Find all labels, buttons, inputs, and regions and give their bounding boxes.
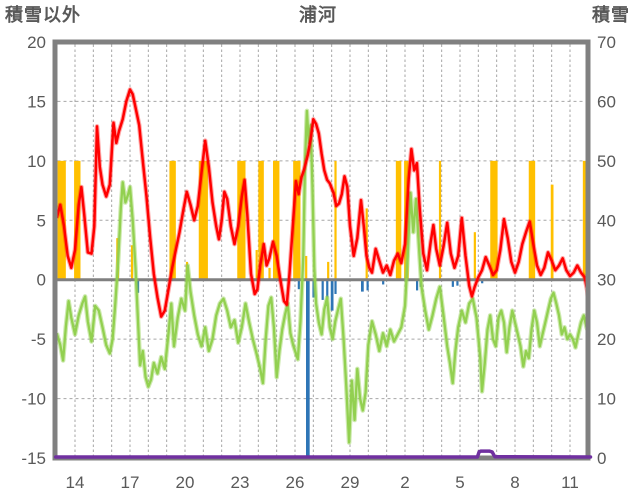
blue-bar [136, 279, 140, 293]
x-axis-tick-label: 2 [400, 473, 409, 492]
orange-bar [57, 160, 66, 280]
orange-bar [268, 267, 271, 280]
blue-bar-series [136, 279, 484, 458]
blue-bar [334, 279, 337, 294]
right-axis-tick-label: 20 [597, 330, 616, 349]
x-axis-tick-label: 8 [510, 473, 519, 492]
right-axis-tick-label: 10 [597, 390, 616, 409]
x-axis-tick-label: 29 [341, 473, 360, 492]
blue-bar [321, 279, 324, 300]
orange-bar [258, 160, 264, 280]
right-axis-title: 積雪 [592, 5, 630, 25]
x-axis-tick-label: 14 [66, 473, 85, 492]
right-axis-tick-label: 30 [597, 271, 616, 290]
red-line-series [57, 88, 586, 318]
x-axis-tick-label: 20 [176, 473, 195, 492]
blue-bar [366, 279, 369, 291]
orange-bar [365, 208, 368, 280]
orange-bar [237, 160, 246, 280]
x-axis-ticks: 14 17 20 23 26 29 2 5 8 11 [66, 473, 579, 492]
left-axis-title: 積雪以外 [5, 5, 81, 25]
blue-bar [297, 279, 300, 290]
blue-bar [312, 279, 315, 298]
left-axis-tick-label: 5 [37, 211, 46, 230]
orange-bar [130, 245, 134, 280]
blue-bar [416, 279, 419, 291]
left-axis-ticks: 20 15 10 5 0 -5 -10 -15 [21, 33, 46, 468]
orange-bar [293, 160, 301, 280]
orange-bar [327, 261, 330, 280]
orange-bar [438, 160, 442, 280]
x-axis-tick-label: 5 [455, 473, 464, 492]
orange-bar [582, 160, 586, 280]
left-axis-tick-label: 0 [37, 271, 46, 290]
orange-bar [169, 160, 176, 280]
right-axis-tick-label: 0 [597, 449, 606, 468]
blue-bar [326, 279, 329, 306]
orange-bar [273, 160, 280, 280]
blue-bar [456, 279, 459, 286]
orange-bar [473, 232, 476, 280]
orange-bar [550, 184, 554, 280]
orange-bar [334, 160, 337, 280]
x-axis-tick-label: 23 [231, 473, 250, 492]
orange-bar [255, 250, 258, 280]
orange-bar [395, 160, 402, 280]
right-axis-ticks: 70 60 50 40 30 20 10 0 [597, 33, 616, 468]
chart-title: 浦河 [299, 5, 337, 25]
left-axis-tick-label: -10 [21, 390, 46, 409]
right-axis-tick-label: 40 [597, 211, 616, 230]
right-axis-tick-label: 60 [597, 92, 616, 111]
blue-bar [361, 279, 364, 292]
green-line-series [57, 109, 586, 444]
x-axis-tick-label: 26 [286, 473, 305, 492]
left-axis-tick-label: 20 [27, 33, 46, 52]
orange-bar [490, 160, 498, 280]
blue-bar [481, 279, 484, 284]
blue-bar [382, 279, 385, 285]
left-axis-tick-label: -15 [21, 449, 46, 468]
orange-bar [305, 255, 308, 280]
blue-bar [451, 279, 454, 287]
purple-line-series [53, 449, 593, 459]
left-axis-tick-label: -5 [31, 330, 46, 349]
right-axis-tick-label: 50 [597, 152, 616, 171]
left-axis-tick-label: 10 [27, 152, 46, 171]
blue-bar [306, 279, 310, 458]
x-axis-tick-label: 17 [121, 473, 140, 492]
right-axis-tick-label: 70 [597, 33, 616, 52]
x-axis-tick-label: 11 [561, 473, 579, 492]
orange-bar [528, 160, 536, 280]
orange-bar [198, 160, 208, 280]
left-axis-tick-label: 15 [27, 92, 46, 111]
blue-bar [330, 279, 334, 311]
